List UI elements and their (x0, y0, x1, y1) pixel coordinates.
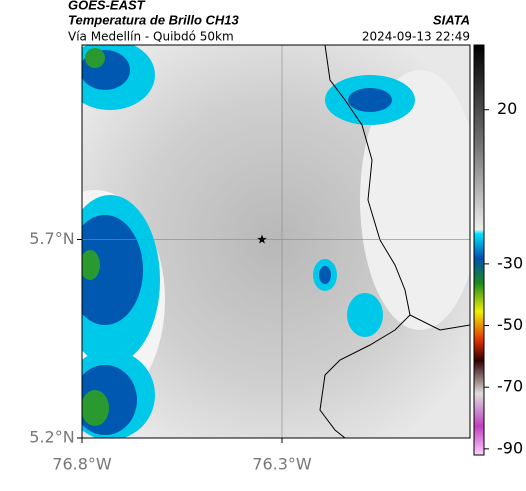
subtitle-route: Vía Medellín - Quibdó 50km (68, 30, 234, 44)
subtitle-date: 2024-09-13 22:49 (362, 30, 470, 44)
cold-cloud (348, 88, 392, 112)
title-org: SIATA (433, 12, 470, 27)
satellite-image (82, 45, 470, 438)
colorbar-label: -30 (497, 253, 523, 272)
cold-cloud (82, 215, 143, 325)
x-tick-label: 76.3°W (252, 455, 312, 474)
colorbar-label: 20 (497, 99, 517, 118)
y-tick-label: 5.7°N (29, 229, 74, 248)
cold-cloud (82, 390, 109, 426)
map-frame (81, 44, 471, 439)
location-marker (257, 234, 267, 244)
border-line (319, 45, 470, 438)
cold-cloud (82, 250, 100, 280)
cold-cloud (85, 48, 105, 68)
cold-cloud (319, 266, 331, 284)
colorbar-label: -70 (497, 377, 523, 396)
colorbar (473, 44, 485, 456)
colorbar-label: -50 (497, 315, 523, 334)
x-tick-label: 76.8°W (52, 455, 112, 474)
y-tick-label: 5.2°N (29, 428, 74, 447)
title-satellite: GOES-EAST (68, 0, 146, 12)
title-product: Temperatura de Brillo CH13 (68, 12, 240, 27)
cold-cloud (347, 293, 383, 337)
colorbar-label: -90 (497, 438, 523, 457)
cloud-free-area (360, 70, 470, 330)
